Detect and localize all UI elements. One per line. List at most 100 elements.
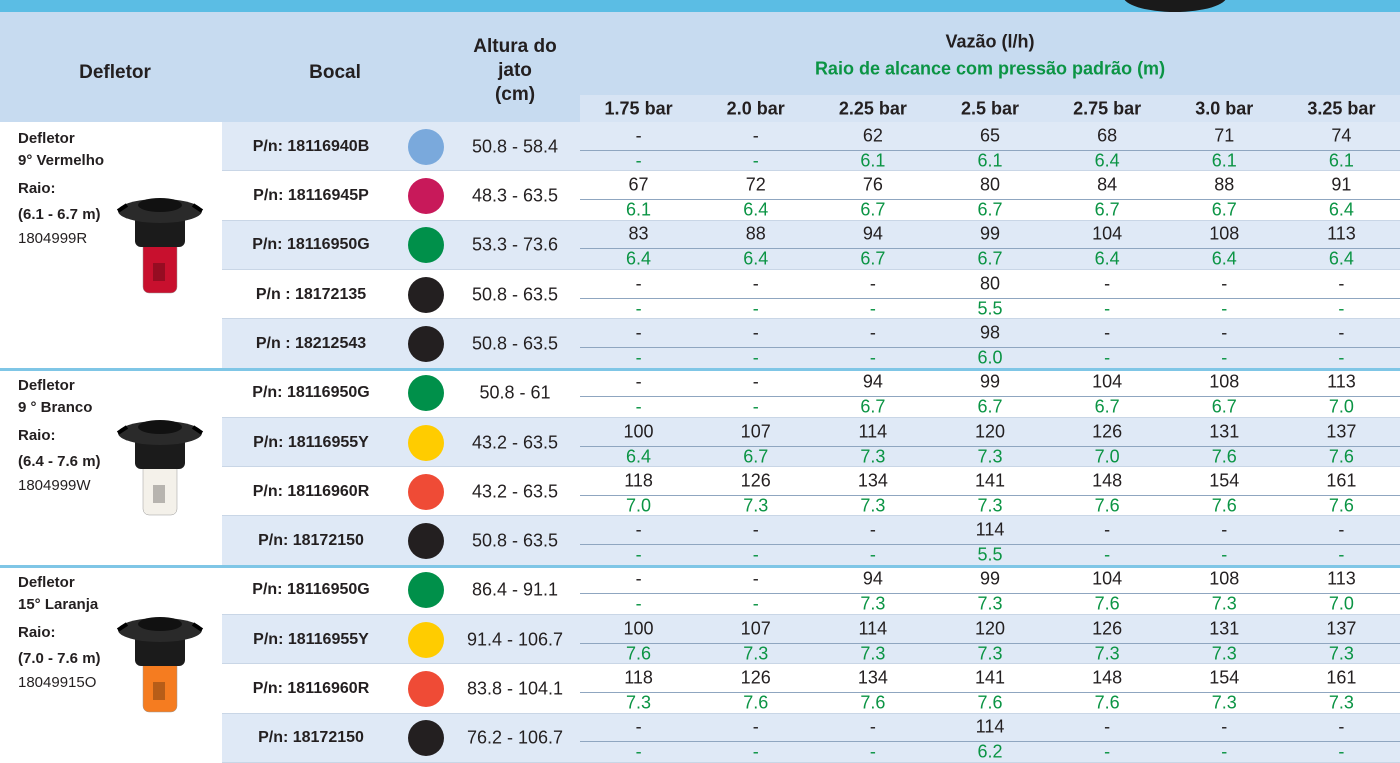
nozzle-color xyxy=(408,424,444,461)
part-number: P/n: 18116960R xyxy=(252,680,370,698)
flow-value: - xyxy=(752,125,759,146)
radius-value: 7.6 xyxy=(977,692,1003,713)
flow-value: - xyxy=(635,519,642,540)
radius-value: - xyxy=(635,396,642,417)
pressure: 2.5 bar xyxy=(960,98,1020,119)
radius-value: - xyxy=(635,544,642,565)
pressure: 1.75 bar xyxy=(604,98,673,119)
deflector-name: Defletor xyxy=(18,376,75,394)
radius-value: 7.6 xyxy=(743,692,769,713)
flow-value: 68 xyxy=(1097,125,1118,146)
pressure: 3.25 bar xyxy=(1307,98,1376,119)
flow-value: 137 xyxy=(1326,618,1357,639)
flow-value: - xyxy=(1338,716,1345,737)
flow-value: 126 xyxy=(1092,618,1123,639)
radius-value: - xyxy=(635,593,642,614)
row-separator xyxy=(222,416,1400,418)
header-altura: Altura do xyxy=(473,36,557,57)
pressure: 3.0 bar xyxy=(1195,98,1254,119)
radius-value: - xyxy=(752,298,759,319)
pressure: 2.0 bar xyxy=(726,98,785,119)
pressure: 2.75 bar xyxy=(1073,98,1142,119)
radius-value: 6.7 xyxy=(860,248,886,269)
nozzle-color xyxy=(408,572,444,609)
cell-divider xyxy=(580,494,1400,496)
deflector-name: 9° Vermelho xyxy=(18,152,105,169)
deflector-image xyxy=(116,617,204,713)
flow-value: - xyxy=(869,716,876,737)
flow-value: 83 xyxy=(628,223,649,244)
row-separator xyxy=(222,712,1400,714)
flow-value: - xyxy=(1338,519,1345,540)
cell-divider xyxy=(580,593,1400,595)
flow-value: 113 xyxy=(1327,223,1356,244)
part-number: P/n: 18116945P xyxy=(253,186,369,204)
flow-value: 65 xyxy=(979,125,1001,146)
radius-value: - xyxy=(752,396,759,417)
radius-value: 6.4 xyxy=(626,248,652,269)
radius-value: 6.7 xyxy=(1094,396,1120,417)
radius-value: 6.7 xyxy=(860,396,886,417)
group-separator xyxy=(0,367,1400,371)
row-separator xyxy=(222,614,1400,616)
flow-value: 108 xyxy=(1209,568,1240,589)
flow-value: - xyxy=(752,273,759,294)
radius-value: - xyxy=(752,593,759,614)
jet-height: 91.4 - 106.7 xyxy=(466,629,564,650)
part-number: P/n: 18116955Y xyxy=(253,433,369,451)
flow-value: - xyxy=(1104,716,1111,737)
radius-value: 6.4 xyxy=(1094,248,1120,269)
flow-value: - xyxy=(752,716,759,737)
radius-value: - xyxy=(1221,347,1228,368)
flow-value: 154 xyxy=(1209,470,1240,491)
jet-height: 43.2 - 63.5 xyxy=(471,432,559,452)
flow-value: 118 xyxy=(624,667,653,688)
flow-value: 161 xyxy=(1326,470,1357,491)
radius-value: 6.7 xyxy=(1211,199,1237,220)
flow-value: 98 xyxy=(979,322,1001,343)
radius-value: - xyxy=(869,347,876,368)
radius-value: 6.4 xyxy=(626,446,652,466)
cell-divider xyxy=(580,297,1400,299)
radius-value: 7.0 xyxy=(626,495,652,516)
nozzle-color xyxy=(408,671,444,708)
flow-value: 67 xyxy=(628,174,649,195)
part-number: P/n: 18116955Y xyxy=(253,630,369,648)
flow-value: 72 xyxy=(745,174,766,195)
cell-divider xyxy=(580,692,1400,694)
radius-value: - xyxy=(1221,741,1228,762)
radius-value: 7.3 xyxy=(1211,643,1237,664)
cell-divider xyxy=(580,396,1400,398)
radius-value: 7.3 xyxy=(1328,643,1354,664)
cell-divider xyxy=(580,741,1400,743)
radius-value: 6.7 xyxy=(1211,396,1237,417)
flow-value: 84 xyxy=(1097,174,1118,195)
header-defletor: Defletor xyxy=(79,62,151,83)
top-bar xyxy=(0,0,1400,12)
row-separator xyxy=(222,663,1400,665)
flow-value: - xyxy=(635,568,642,589)
radius-value: - xyxy=(1104,544,1111,565)
jet-height: 50.8 - 58.4 xyxy=(471,136,559,157)
radius-value: 6.7 xyxy=(977,248,1003,269)
jet-height: 48.3 - 63.5 xyxy=(471,185,559,206)
radius-value: 7.3 xyxy=(977,593,1003,614)
flow-value: - xyxy=(635,322,642,343)
radius-value: 7.6 xyxy=(626,643,652,664)
jet-height: 53.3 - 73.6 xyxy=(471,234,559,255)
flow-value: 91 xyxy=(1331,174,1352,195)
radius-value: - xyxy=(635,347,642,368)
radius-value: 7.6 xyxy=(860,692,886,713)
flow-value: 120 xyxy=(974,421,1006,441)
radius-value: 6.4 xyxy=(1211,248,1237,269)
radius-label: Raio: xyxy=(18,623,56,641)
flow-value: - xyxy=(1221,273,1228,294)
flow-value: - xyxy=(1221,519,1228,540)
part-number: P/n: 18116950G xyxy=(252,581,370,599)
header-bocal: Bocal xyxy=(309,62,361,83)
flow-value: - xyxy=(752,322,759,343)
group-separator xyxy=(0,564,1400,568)
radius-value: - xyxy=(1104,741,1111,762)
radius-range: (6.4 - 7.6 m) xyxy=(18,452,101,470)
flow-value: - xyxy=(752,519,759,540)
